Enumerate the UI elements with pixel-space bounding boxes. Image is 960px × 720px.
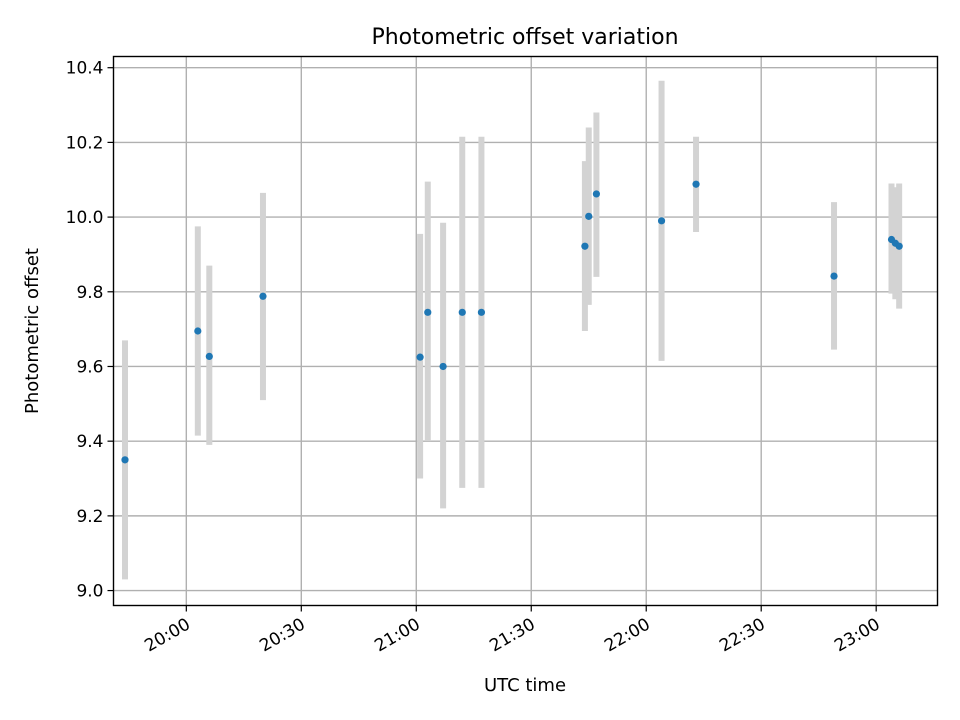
data-point <box>585 212 593 220</box>
data-point <box>194 327 202 335</box>
grid <box>113 56 938 606</box>
y-axis-label: Photometric offset <box>22 248 43 414</box>
data-point <box>439 362 447 371</box>
chart-title: Photometric offset variation <box>371 25 678 50</box>
data-point <box>259 292 267 300</box>
data-point <box>895 242 903 250</box>
y-tick-label: 10.0 <box>66 208 104 228</box>
data-point <box>121 456 129 464</box>
data-point <box>477 308 486 316</box>
data-point <box>657 217 666 225</box>
data-point <box>830 272 838 280</box>
y-tick-label: 9.2 <box>76 507 103 527</box>
data-point <box>581 242 589 250</box>
y-tick-label: 9.6 <box>76 357 103 377</box>
y-tick-label: 9.0 <box>76 582 103 602</box>
data-point <box>424 308 432 316</box>
x-axis-label: UTC time <box>484 675 566 696</box>
y-axis-ticks: 9.0 9.2 9.4 9.6 9.8 10.0 10.2 10.4 <box>66 59 114 602</box>
y-tick-label: 10.2 <box>66 133 104 153</box>
y-tick-label: 9.8 <box>76 283 103 303</box>
data-point <box>416 353 424 361</box>
data-points <box>121 180 903 464</box>
y-tick-label: 10.4 <box>66 59 104 79</box>
data-point <box>692 180 700 188</box>
y-tick-label: 9.4 <box>76 432 103 452</box>
plot-frame <box>112 55 939 607</box>
data-point <box>458 308 466 316</box>
data-point <box>205 352 213 360</box>
data-point <box>592 190 601 198</box>
